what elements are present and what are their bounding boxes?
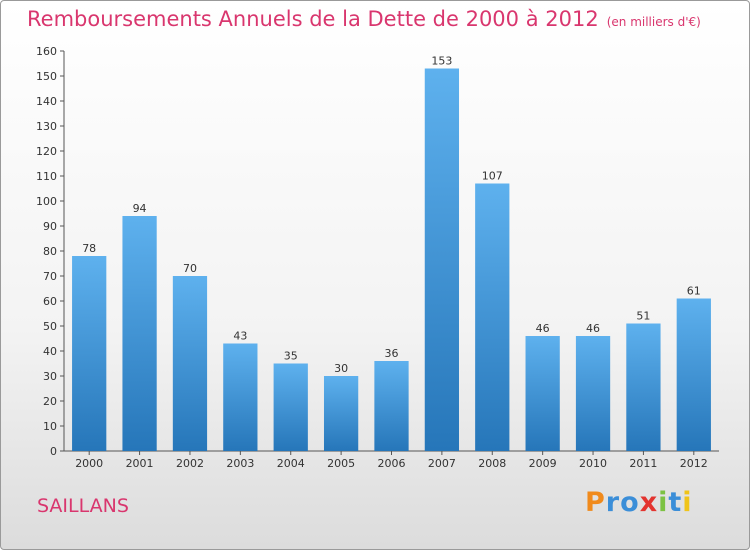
logo-letter: r bbox=[605, 487, 621, 518]
logo-letter: x bbox=[639, 487, 659, 518]
data-label: 51 bbox=[636, 310, 650, 323]
chart-bars: 78 94 70 43 35 30 36 153 107 46 46 51 61 bbox=[72, 55, 711, 451]
bar-2003 bbox=[223, 343, 258, 451]
logo-letter: i bbox=[682, 487, 693, 518]
data-label: 78 bbox=[82, 242, 96, 255]
bar-2012 bbox=[676, 298, 711, 451]
data-label: 30 bbox=[334, 362, 348, 375]
data-label: 35 bbox=[284, 350, 298, 363]
logo-letter: i bbox=[658, 487, 669, 518]
bar-2000 bbox=[72, 256, 107, 451]
y-tick-label: 80 bbox=[43, 245, 57, 258]
y-tick-label: 70 bbox=[43, 270, 57, 283]
y-tick-label: 140 bbox=[36, 95, 57, 108]
x-tick-label: 2006 bbox=[378, 457, 406, 470]
y-tick-label: 130 bbox=[36, 120, 57, 133]
bar-2002 bbox=[172, 276, 208, 451]
y-tick-label: 120 bbox=[36, 145, 57, 158]
y-tick-label: 150 bbox=[36, 70, 57, 83]
x-tick-label: 2010 bbox=[579, 457, 607, 470]
proxiti-logo: Proxiti bbox=[585, 487, 693, 518]
x-tick-label: 2012 bbox=[680, 457, 708, 470]
x-tick-label: 2003 bbox=[226, 457, 254, 470]
commune-name: SAILLANS bbox=[37, 495, 129, 517]
x-tick-label: 2002 bbox=[176, 457, 204, 470]
logo-letter: t bbox=[668, 487, 683, 518]
x-tick-label: 2005 bbox=[327, 457, 355, 470]
data-label: 61 bbox=[687, 285, 701, 298]
bar-2001 bbox=[122, 216, 157, 451]
data-label: 153 bbox=[431, 55, 452, 68]
y-tick-label: 30 bbox=[43, 370, 57, 383]
data-label: 46 bbox=[536, 322, 550, 335]
data-label: 36 bbox=[385, 347, 399, 360]
logo-letter: o bbox=[620, 487, 640, 518]
data-label: 70 bbox=[183, 262, 197, 275]
y-tick-label: 100 bbox=[36, 195, 57, 208]
bar-2011 bbox=[626, 323, 661, 451]
y-tick-label: 50 bbox=[43, 320, 57, 333]
x-tick-label: 2009 bbox=[529, 457, 557, 470]
data-label: 43 bbox=[233, 330, 247, 343]
bar-2010 bbox=[575, 336, 611, 451]
chart-title: Remboursements Annuels de la Dette de 20… bbox=[27, 7, 701, 31]
bar-2009 bbox=[525, 336, 560, 451]
bar-2007 bbox=[424, 68, 460, 451]
x-tick-label: 2004 bbox=[277, 457, 305, 470]
x-tick-label: 2000 bbox=[75, 457, 103, 470]
x-tick-label: 2007 bbox=[428, 457, 456, 470]
y-tick-label: 10 bbox=[43, 420, 57, 433]
chart-title-text: Remboursements Annuels de la Dette de 20… bbox=[27, 7, 599, 31]
bar-2005 bbox=[323, 376, 359, 451]
logo-letter: P bbox=[585, 487, 606, 518]
y-tick-label: 90 bbox=[43, 220, 57, 233]
y-tick-label: 20 bbox=[43, 395, 57, 408]
y-tick-label: 0 bbox=[50, 445, 57, 458]
x-tick-label: 2008 bbox=[478, 457, 506, 470]
bar-2006 bbox=[374, 361, 409, 451]
y-tick-label: 160 bbox=[36, 45, 57, 58]
y-tick-label: 40 bbox=[43, 345, 57, 358]
y-tick-label: 60 bbox=[43, 295, 57, 308]
bar-2004 bbox=[273, 363, 308, 451]
x-tick-label: 2011 bbox=[629, 457, 657, 470]
x-tick-label: 2001 bbox=[126, 457, 154, 470]
data-label: 46 bbox=[586, 322, 600, 335]
bar-2008 bbox=[475, 183, 510, 451]
data-label: 94 bbox=[133, 202, 147, 215]
chart-unit: (en milliers d'€) bbox=[606, 15, 701, 29]
chart-axes: 0 10 20 30 40 50 60 70 80 90 100 110 120 130 140 150 160… bbox=[36, 45, 719, 470]
y-tick-label: 110 bbox=[36, 170, 57, 183]
data-label: 107 bbox=[482, 170, 503, 183]
